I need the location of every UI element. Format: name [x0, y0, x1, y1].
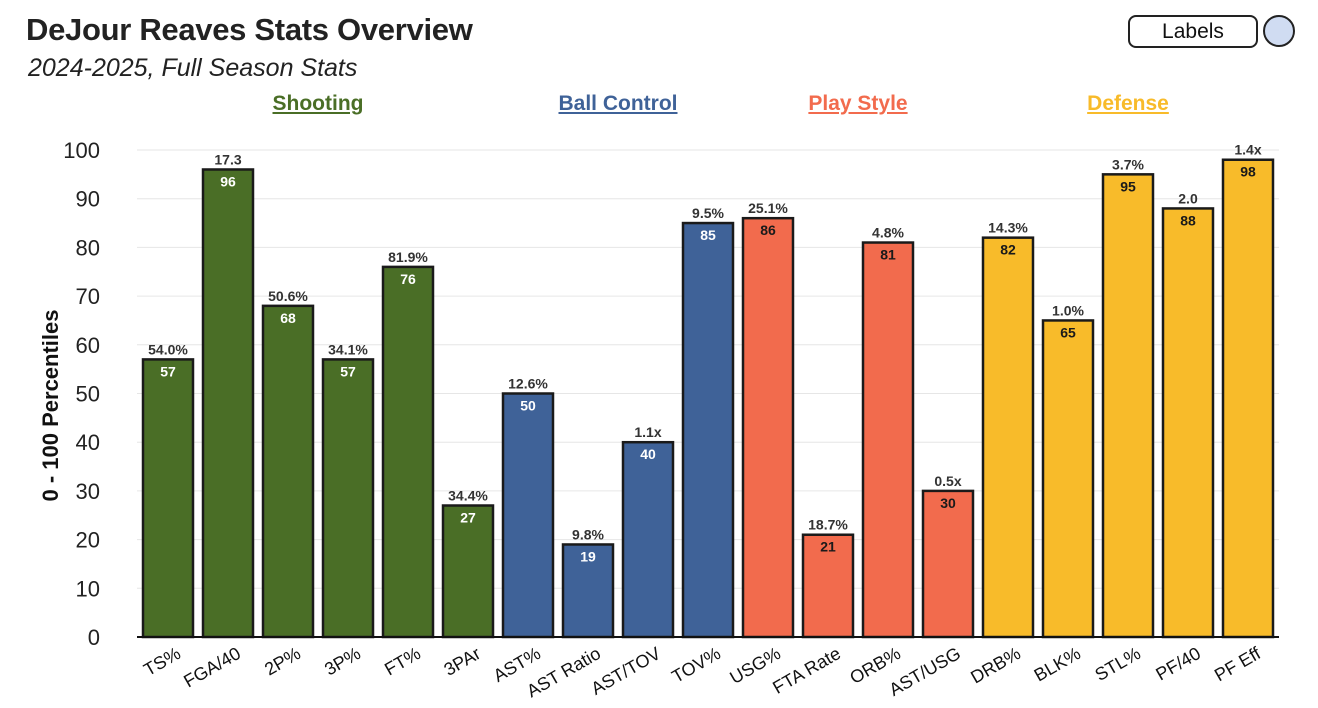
bar-stat-label: 50.6% [268, 288, 308, 304]
y-tick-label: 40 [76, 430, 100, 455]
bar [1221, 158, 1275, 639]
y-axis-label: 0 - 100 Percentiles [38, 309, 63, 501]
bar-percentile-label: 96 [220, 173, 236, 189]
labels-toggle-dot-icon[interactable] [1263, 15, 1295, 47]
bar-stat-label: 3.7% [1112, 156, 1144, 172]
y-tick-label: 60 [76, 333, 100, 358]
bar-stat-label: 4.8% [872, 225, 904, 241]
bar-stat-label: 1.0% [1052, 302, 1084, 318]
chart-title: DeJour Reaves Stats Overview [26, 12, 473, 47]
bar-percentile-label: 65 [1060, 324, 1076, 340]
bar-stat-label: 9.8% [572, 526, 604, 542]
bar-stat-label: 9.5% [692, 205, 724, 221]
group-label-ball-control: Ball Control [558, 92, 678, 115]
bar [321, 358, 375, 639]
y-tick-label: 0 [88, 625, 100, 650]
bar [621, 440, 675, 639]
y-tick-label: 30 [76, 479, 100, 504]
bar-percentile-label: 50 [520, 398, 536, 414]
bar [141, 358, 195, 639]
bar [681, 221, 735, 639]
bar-percentile-label: 98 [1240, 164, 1256, 180]
bar-stat-label: 2.0 [1178, 190, 1198, 206]
x-tick-label: STL% [1092, 643, 1144, 685]
bar-percentile-label: 76 [400, 271, 416, 287]
y-tick-label: 90 [76, 187, 100, 212]
bar-stat-label: 1.4x [1234, 142, 1261, 158]
x-tick-label: 3P% [321, 643, 364, 679]
bar [261, 304, 315, 639]
bar-percentile-label: 19 [580, 548, 596, 564]
bar-percentile-label: 30 [940, 495, 956, 511]
x-tick-label: BLK% [1031, 643, 1084, 685]
y-tick-label: 10 [76, 576, 100, 601]
bar-stat-label: 25.1% [748, 200, 788, 216]
bar [741, 216, 795, 639]
bar-percentile-label: 27 [460, 510, 476, 526]
bar-percentile-label: 40 [640, 446, 656, 462]
bar-percentile-label: 86 [760, 222, 776, 238]
bar [1101, 173, 1155, 639]
x-tick-label: AST/TOV [588, 643, 664, 699]
x-tick-label: FT% [381, 643, 424, 679]
bar [441, 504, 495, 639]
bar-stat-label: 34.1% [328, 341, 368, 357]
y-tick-label: 50 [76, 382, 100, 407]
y-tick-label: 20 [76, 528, 100, 553]
bar [801, 533, 855, 639]
x-tick-label: 2P% [261, 643, 304, 679]
bar-stat-label: 81.9% [388, 249, 428, 265]
bar [201, 168, 255, 639]
x-tick-label: TOV% [668, 643, 724, 687]
bar [921, 489, 975, 639]
x-tick-label: 3PAr [440, 643, 484, 680]
x-tick-label: DRB% [967, 643, 1024, 687]
chart-subtitle: 2024-2025, Full Season Stats [28, 54, 358, 82]
y-tick-label: 70 [76, 284, 100, 309]
bar-percentile-label: 85 [700, 227, 716, 243]
bar-percentile-label: 68 [280, 310, 296, 326]
bar-percentile-label: 57 [340, 363, 356, 379]
bar-stat-label: 0.5x [934, 473, 961, 489]
bar-percentile-label: 57 [160, 363, 176, 379]
labels-toggle-button[interactable]: Labels [1128, 15, 1258, 48]
bar-percentile-label: 81 [880, 247, 896, 263]
x-tick-label: FTA Rate [769, 643, 844, 698]
bar-stat-label: 14.3% [988, 220, 1028, 236]
group-label-shooting: Shooting [272, 92, 364, 115]
bar-stat-label: 18.7% [808, 517, 848, 533]
bar-percentile-label: 88 [1180, 212, 1196, 228]
bar [981, 236, 1035, 639]
x-tick-label: FGA/40 [180, 643, 244, 691]
group-label-play-style: Play Style [808, 92, 908, 115]
group-label-defense: Defense [1087, 92, 1169, 115]
bar-percentile-label: 95 [1120, 178, 1136, 194]
bar-percentile-label: 82 [1000, 242, 1016, 258]
y-tick-label: 80 [76, 235, 100, 260]
bar-stat-label: 1.1x [634, 424, 661, 440]
x-tick-label: PF/40 [1152, 643, 1204, 684]
bar [861, 241, 915, 639]
x-tick-label: PF Eff [1211, 643, 1265, 686]
bar-stat-label: 12.6% [508, 376, 548, 392]
bar-stat-label: 17.3 [214, 151, 241, 167]
bar-percentile-label: 21 [820, 539, 836, 555]
bar-stat-label: 54.0% [148, 341, 188, 357]
bar [501, 392, 555, 639]
bar [1161, 207, 1215, 639]
bar-stat-label: 34.4% [448, 488, 488, 504]
bar [1041, 319, 1095, 639]
bar [381, 265, 435, 639]
y-tick-label: 100 [63, 138, 100, 163]
x-tick-label: TS% [140, 643, 184, 680]
